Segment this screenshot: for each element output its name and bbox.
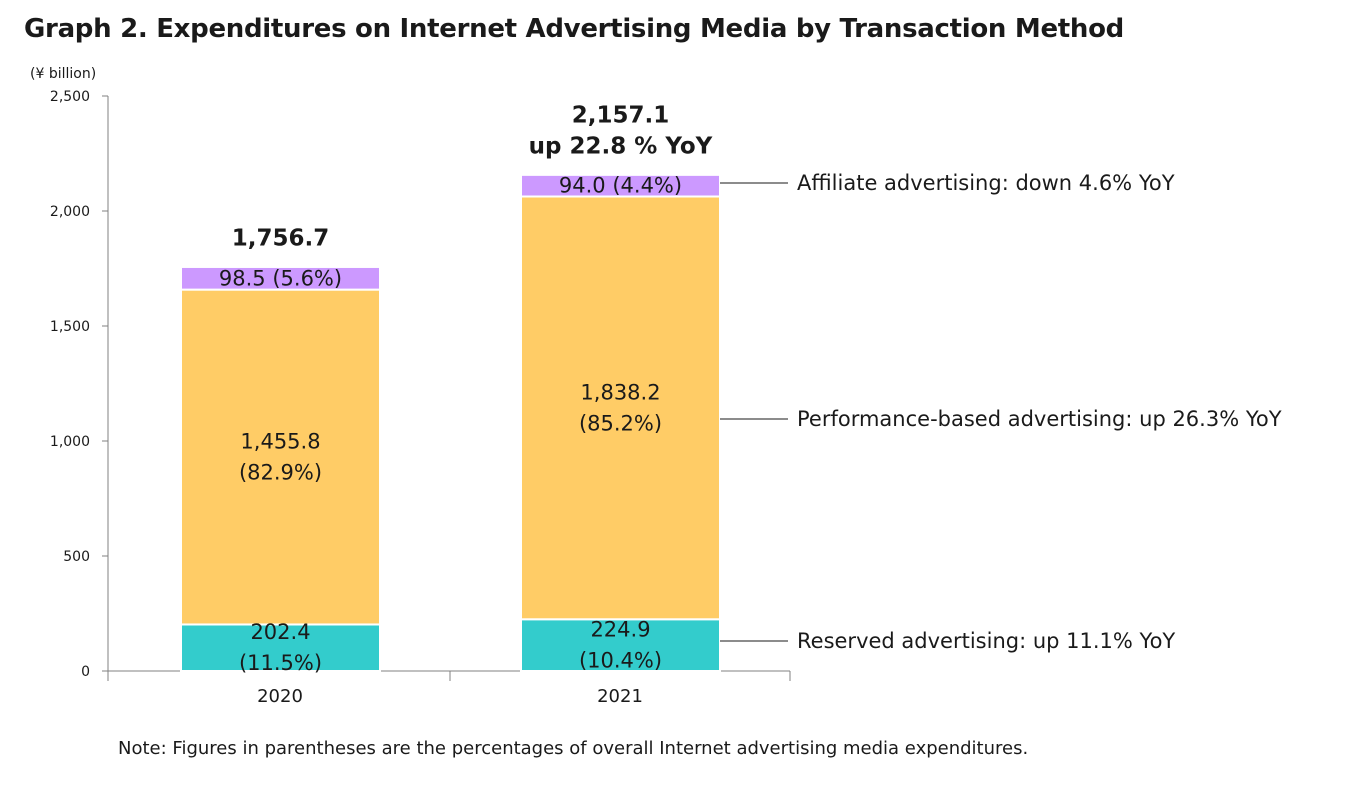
y-tick-label: 1,000 — [50, 434, 90, 450]
bar-segment-affiliate — [180, 265, 381, 291]
y-tick-label: 2,000 — [50, 204, 90, 220]
data-label-performance: 1,455.8 — [240, 430, 320, 454]
data-label-affiliate: 94.0 (4.4%) — [559, 174, 682, 198]
data-label-reserved: (11.5%) — [239, 651, 322, 675]
x-tick-label: 2020 — [257, 686, 303, 707]
bar-segment-reserved — [180, 623, 381, 672]
total-label: 1,756.7 — [232, 225, 330, 251]
bar-segment-performance — [180, 288, 381, 626]
data-label-performance: (85.2%) — [579, 411, 662, 435]
bar-segment-affiliate — [520, 173, 721, 198]
annotation-affiliate: Affiliate advertising: down 4.6% YoY — [797, 171, 1175, 195]
y-tick-label: 0 — [81, 664, 90, 680]
y-tick-label: 500 — [63, 549, 90, 565]
total-label: up 22.8 % YoY — [529, 133, 713, 159]
data-label-performance: 1,838.2 — [580, 380, 660, 404]
data-label-reserved: (10.4%) — [579, 649, 662, 673]
y-tick-label: 1,500 — [50, 319, 90, 335]
data-label-performance: (82.9%) — [239, 461, 322, 485]
data-label-affiliate: 98.5 (5.6%) — [219, 266, 342, 290]
x-tick-label: 2021 — [597, 686, 643, 707]
bar-segment-reserved — [520, 618, 721, 673]
total-label: 2,157.1 — [572, 102, 670, 128]
chart-title: Graph 2. Expenditures on Internet Advert… — [24, 14, 1124, 44]
bar-segment-performance — [520, 195, 721, 621]
data-labels: 202.4 (11.5%) 1,455.8 (82.9%) 98.5 (5.6%) 1,7… — [219, 102, 713, 675]
footnote: Note: Figures in parentheses are the per… — [118, 738, 1029, 759]
annotation-reserved: Reserved advertising: up 11.1% YoY — [797, 629, 1175, 653]
data-label-reserved: 202.4 — [250, 620, 310, 644]
y-tick-label: 2,500 — [50, 89, 90, 105]
annotations: Affiliate advertising: down 4.6% YoY Perf… — [720, 171, 1282, 653]
data-label-reserved: 224.9 — [590, 618, 650, 642]
axes: 0 500 1,000 1,500 2,000 2,500 2020 2021 — [50, 89, 791, 707]
annotation-performance: Performance-based advertising: up 26.3% … — [797, 407, 1282, 431]
bars — [180, 173, 721, 673]
unit-label: (¥ billion) — [30, 66, 96, 82]
